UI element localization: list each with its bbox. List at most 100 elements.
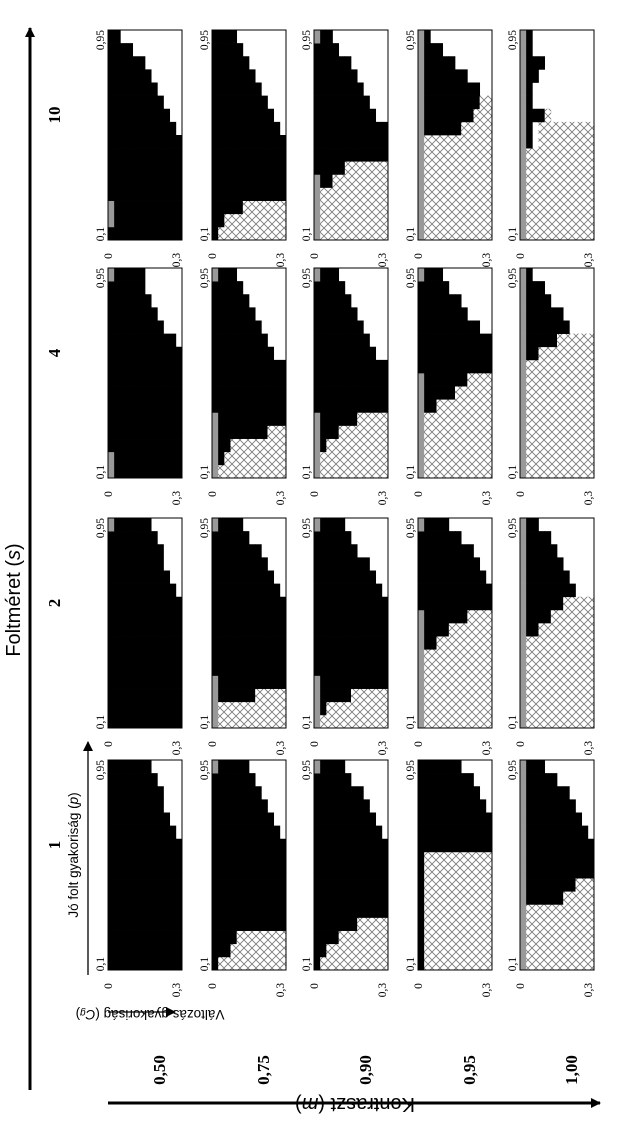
- heatmap-cell: [424, 82, 431, 96]
- heatmap-cell: [145, 943, 152, 958]
- heatmap-cell: [163, 609, 171, 624]
- heatmap-cell: [448, 451, 456, 466]
- heatmap-cell: [236, 917, 244, 931]
- heatmap-cell: [424, 878, 431, 892]
- heatmap-cell: [557, 930, 564, 945]
- heatmap-cell: [138, 213, 146, 228]
- heatmap-cell: [557, 799, 564, 813]
- heatmap-cell: [126, 161, 134, 175]
- heatmap-cell: [169, 904, 177, 918]
- heatmap-cell: [108, 773, 115, 787]
- heatmap-cell: [126, 56, 134, 70]
- heatmap-cell: [363, 812, 370, 826]
- heatmap-cell: [569, 675, 576, 689]
- heatmap-cell: [557, 714, 564, 729]
- heatmap-cell: [430, 161, 437, 175]
- heatmap-cell: [279, 174, 287, 188]
- heatmap-cell: [448, 161, 456, 175]
- heatmap-cell: [175, 451, 183, 466]
- heatmap-cell: [212, 174, 219, 188]
- heatmap-cell: [479, 161, 487, 175]
- heatmap-cell: [538, 636, 546, 650]
- heatmap-cell: [163, 161, 171, 175]
- heatmap-cell: [320, 557, 327, 571]
- heatmap-cell: [575, 636, 583, 650]
- heatmap-cell: [455, 148, 462, 162]
- heatmap-cell: [436, 373, 444, 387]
- heatmap-cell: [436, 701, 444, 716]
- heatmap-cell: [587, 121, 595, 136]
- heatmap-cell: [261, 174, 268, 188]
- heatmap-cell: [538, 799, 546, 813]
- heatmap-cell: [157, 464, 164, 479]
- heatmap-cell: [357, 917, 364, 931]
- heatmap-cell: [418, 636, 425, 650]
- heatmap-cell: [138, 531, 146, 545]
- tick-label: 0,95: [301, 760, 313, 780]
- heatmap-cell: [138, 623, 146, 637]
- heatmap-cell: [563, 688, 570, 703]
- heatmap-cell: [151, 108, 158, 123]
- heatmap-cell: [563, 851, 570, 866]
- heatmap-cell: [430, 930, 437, 945]
- heatmap-cell: [430, 135, 437, 149]
- heatmap-cell: [375, 359, 383, 374]
- heatmap-cell: [557, 425, 564, 439]
- heatmap-cell: [442, 570, 450, 584]
- heatmap-cell: [526, 359, 533, 374]
- heatmap-cell: [120, 623, 127, 637]
- heatmap-cell: [230, 268, 238, 282]
- inner-axis-legend: Jó folt gyakoriság (p) Változás gyakoris…: [66, 741, 224, 1022]
- heatmap-cell: [581, 851, 589, 866]
- heatmap-cell: [430, 773, 437, 787]
- heatmap-cell: [249, 226, 256, 241]
- heatmap-cell: [448, 786, 456, 800]
- heatmap-cell: [163, 346, 171, 361]
- heatmap-cell: [145, 609, 152, 624]
- heatmap-cell: [436, 662, 444, 676]
- heatmap-cell: [455, 451, 462, 466]
- heatmap-cell: [230, 851, 238, 866]
- heatmap-cell: [332, 570, 340, 584]
- heatmap-cell: [218, 570, 225, 584]
- heatmap-cell: [163, 714, 171, 729]
- heatmap-cell: [326, 56, 333, 70]
- heatmap-cell: [126, 799, 134, 813]
- heatmap-cell: [326, 904, 333, 918]
- heatmap-cell: [145, 346, 152, 361]
- heatmap-cell: [351, 108, 358, 123]
- heatmap-cell: [575, 226, 583, 241]
- heatmap-cell: [418, 359, 425, 374]
- heatmap-cell: [151, 531, 158, 545]
- heatmap-cell: [455, 320, 462, 334]
- heatmap-cell: [175, 438, 183, 453]
- heatmap-cell: [344, 399, 352, 413]
- heatmap-cell: [236, 294, 244, 308]
- heatmap-cell: [120, 333, 127, 348]
- heatmap-cell: [169, 851, 177, 866]
- heatmap-cell: [550, 121, 558, 136]
- heatmap-cell: [212, 268, 219, 282]
- heatmap-cell: [473, 226, 481, 241]
- heatmap-cell: [436, 161, 444, 175]
- heatmap-cell: [455, 333, 462, 348]
- heatmap-cell: [436, 69, 444, 83]
- heatmap-cell: [175, 851, 183, 866]
- heatmap-cell: [255, 412, 262, 426]
- heatmap-cell: [236, 799, 244, 813]
- heatmap-cell: [526, 281, 533, 295]
- heatmap-cell: [473, 786, 481, 800]
- heatmap-cell: [424, 583, 431, 598]
- heatmap-cell: [320, 226, 327, 241]
- heatmap-cell: [236, 714, 244, 729]
- heatmap-cell: [114, 69, 121, 83]
- heatmap-cell: [520, 636, 527, 650]
- heatmap-cell: [338, 825, 346, 840]
- heatmap-cell: [169, 714, 177, 729]
- heatmap-cell: [430, 675, 437, 689]
- heatmap-cell: [448, 865, 456, 879]
- heatmap-cell: [473, 636, 481, 650]
- heatmap-cell: [145, 518, 152, 532]
- heatmap-cell: [344, 425, 352, 439]
- heatmap-cell: [550, 359, 558, 374]
